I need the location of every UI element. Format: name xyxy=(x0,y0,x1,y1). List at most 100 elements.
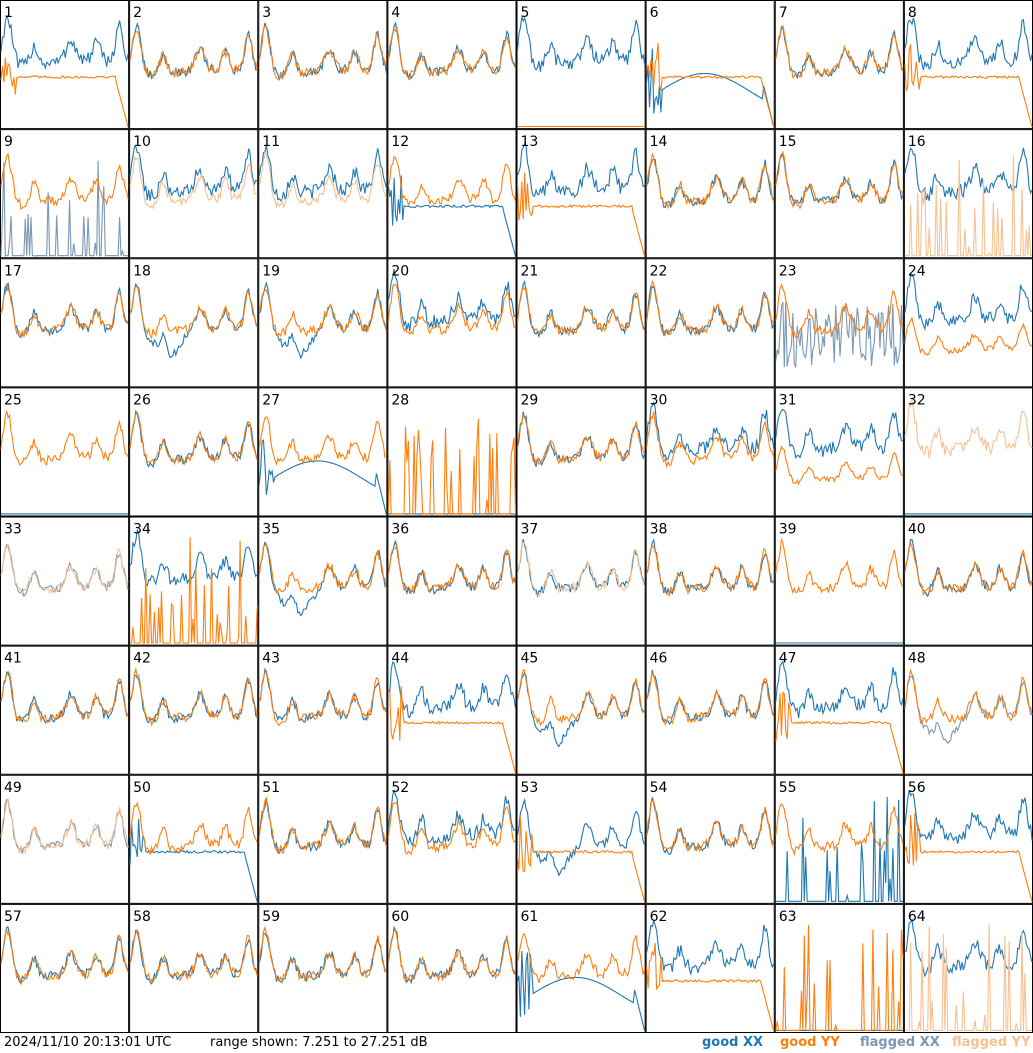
panel-62: 62 xyxy=(645,903,775,1033)
panel-label: 16 xyxy=(908,134,926,150)
panel-frame xyxy=(645,774,775,904)
series-good-yy xyxy=(258,796,387,854)
series-good-xx xyxy=(129,818,258,903)
series-flagged-yy xyxy=(258,152,387,209)
panel-label: 64 xyxy=(908,909,926,925)
panel-10: 10 xyxy=(129,129,259,259)
series-good-yy xyxy=(258,669,387,727)
panel-label: 61 xyxy=(521,909,539,925)
panel-label: 12 xyxy=(391,134,409,150)
panel-frame xyxy=(258,387,388,517)
panel-label: 14 xyxy=(650,134,668,150)
series-good-xx xyxy=(904,789,1033,844)
panel-25: 25 xyxy=(0,387,130,517)
panel-8: 8 xyxy=(903,0,1033,130)
series-good-xx xyxy=(258,439,387,515)
panel-frame xyxy=(0,0,130,130)
panel-frame xyxy=(258,774,388,904)
series-good-xx xyxy=(387,175,517,257)
series-good-yy xyxy=(130,537,258,644)
panel-frame xyxy=(258,516,388,646)
panel-19: 19 xyxy=(258,258,388,388)
series-good-yy xyxy=(646,672,775,727)
panel-39: 39 xyxy=(774,516,904,646)
panel-label: 28 xyxy=(391,392,409,408)
series-good-yy xyxy=(904,668,1033,726)
panel-label: 27 xyxy=(262,392,280,408)
series-good-yy xyxy=(258,289,387,338)
panel-label: 2 xyxy=(133,5,142,21)
panel-frame xyxy=(516,0,646,130)
panel-37: 37 xyxy=(516,516,646,646)
series-flagged-yy xyxy=(904,923,1032,1031)
series-good-yy xyxy=(516,172,646,257)
panel-36: 36 xyxy=(387,516,517,646)
panel-label: 19 xyxy=(262,263,280,279)
panel-label: 33 xyxy=(4,522,22,538)
panel-4: 4 xyxy=(387,0,517,130)
panel-label: 29 xyxy=(521,392,539,408)
panel-46: 46 xyxy=(645,645,775,775)
series-good-xx xyxy=(516,16,646,72)
series-good-yy xyxy=(129,801,258,856)
panel-28: 28 xyxy=(387,387,517,517)
panel-32: 32 xyxy=(903,387,1033,517)
panel-label: 23 xyxy=(779,263,797,279)
series-good-yy xyxy=(646,43,775,128)
panel-40: 40 xyxy=(903,516,1033,646)
panel-33: 33 xyxy=(0,516,130,646)
series-good-yy xyxy=(0,670,129,723)
panel-label: 13 xyxy=(521,134,539,150)
series-good-xx xyxy=(775,153,904,206)
panel-57: 57 xyxy=(0,903,130,1033)
series-good-yy xyxy=(775,690,904,773)
series-good-yy xyxy=(646,411,775,469)
panel-31: 31 xyxy=(774,387,904,517)
panel-49: 49 xyxy=(0,774,130,904)
series-good-xx xyxy=(258,144,387,202)
panel-35: 35 xyxy=(258,516,388,646)
series-good-yy xyxy=(775,925,904,1031)
panel-14: 14 xyxy=(645,129,775,259)
series-good-xx xyxy=(387,789,516,847)
series-good-yy xyxy=(775,445,903,486)
series-good-yy xyxy=(129,928,258,984)
panel-6: 6 xyxy=(645,0,775,130)
panel-label: 5 xyxy=(521,5,530,21)
series-good-xx xyxy=(904,918,1033,978)
panel-17: 17 xyxy=(0,258,130,388)
panel-55: 55 xyxy=(774,774,904,904)
panel-label: 46 xyxy=(650,651,668,667)
series-good-xx xyxy=(387,269,516,332)
series-flagged-yy xyxy=(516,541,646,597)
panel-9: 9 xyxy=(0,129,130,259)
panel-7: 7 xyxy=(774,0,904,130)
panel-frame xyxy=(516,903,646,1033)
panel-label: 15 xyxy=(779,134,797,150)
panel-frame xyxy=(903,645,1033,775)
panel-label: 53 xyxy=(521,780,539,796)
panel-label: 1 xyxy=(4,5,13,21)
series-good-yy xyxy=(258,25,387,81)
series-good-yy xyxy=(646,942,775,1032)
panel-label: 6 xyxy=(650,5,659,21)
series-good-yy xyxy=(775,537,904,595)
timestamp: 2024/11/10 20:13:01 UTC xyxy=(4,1035,172,1050)
panel-label: 8 xyxy=(908,5,917,21)
panel-23: 23 xyxy=(774,258,904,388)
panel-frame xyxy=(387,258,517,388)
series-flagged-yy xyxy=(0,798,129,855)
series-good-yy xyxy=(258,416,387,467)
panel-34: 34 xyxy=(129,516,259,646)
panel-48: 48 xyxy=(903,645,1033,775)
series-good-xx xyxy=(387,661,517,719)
panel-frame xyxy=(516,516,646,646)
series-good-xx xyxy=(904,273,1033,332)
panel-label: 60 xyxy=(391,909,409,925)
panel-15: 15 xyxy=(774,129,904,259)
series-good-yy xyxy=(646,799,775,853)
panel-54: 54 xyxy=(645,774,775,904)
series-good-yy xyxy=(0,283,129,339)
panel-52: 52 xyxy=(387,774,517,904)
